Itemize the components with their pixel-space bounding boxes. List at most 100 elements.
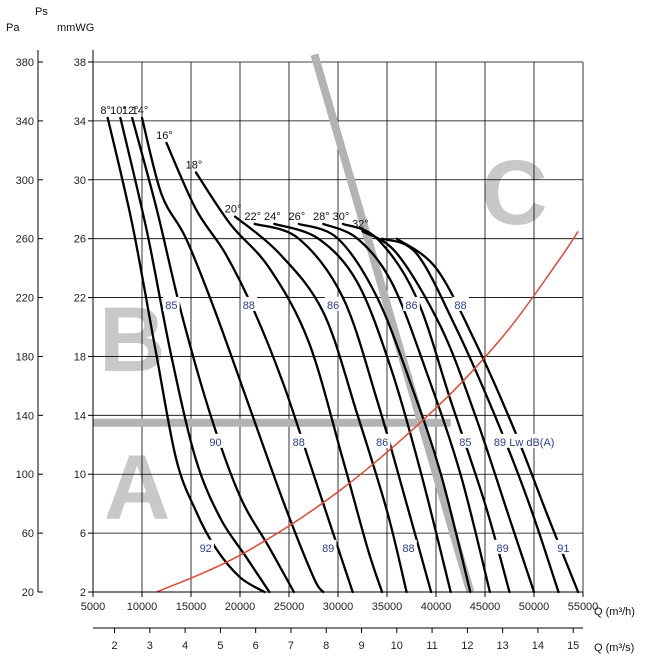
x-tick-label-m3s: 8: [323, 640, 329, 652]
blade-angle-label: 14°: [132, 105, 149, 117]
x-tick-label-m3s: 6: [253, 640, 259, 652]
x-tick-label-m3s: 4: [182, 640, 188, 652]
x-tick-label-m3s: 11: [426, 640, 437, 652]
blade-angle-label: 30°: [333, 211, 350, 223]
db-label-bg: [457, 433, 474, 448]
db-label: 88: [454, 300, 466, 312]
blade-angle-curves: 8° 10°12°14° 16° 18° 20°22° 24° 26° 28° 30°32°: [100, 105, 580, 594]
db-label-bg: [403, 296, 420, 311]
y-tick-label-pa: 180: [16, 351, 34, 363]
x-tick-label-m3h: 45000: [470, 601, 501, 613]
zone-boundary-layer: [93, 53, 475, 594]
blade-angle-label: 8°: [100, 105, 111, 117]
x-tick-label-m3s: 5: [217, 640, 223, 652]
axes-layer: 2610141822263034382060100140180220260300…: [16, 50, 599, 652]
y-tick-label-mmwg: 26: [74, 234, 86, 246]
db-label: 88: [243, 300, 255, 312]
zone-label-c: C: [481, 142, 547, 244]
y-axis-label-mmwg: mmWG: [57, 22, 94, 34]
blade-curve: [119, 116, 271, 594]
system-curve-layer: [156, 230, 579, 593]
x-tick-label-m3h: 25000: [274, 601, 305, 613]
y-tick-label-pa: 20: [22, 587, 34, 599]
x-axis-label-m3s: Q (m³/s): [594, 642, 634, 654]
db-label: 92: [200, 543, 212, 555]
db-label-bg: [319, 539, 337, 554]
y-tick-label-mmwg: 6: [80, 528, 86, 540]
blade-curve: [194, 171, 384, 594]
db-label: 89: [497, 543, 509, 555]
blade-curve: [253, 222, 433, 594]
y-tick-label-mmwg: 38: [74, 57, 86, 69]
zone-layer: AB C: [99, 142, 548, 538]
db-label-bg: [240, 296, 258, 311]
blade-curve: [140, 116, 325, 594]
y-tick-label-pa: 100: [16, 469, 34, 481]
blade-angle-label: 18°: [186, 159, 203, 171]
x-tick-label-m3h: 35000: [372, 601, 403, 613]
y-tick-label-mmwg: 10: [74, 469, 86, 481]
blade-angle-label: 10°: [110, 105, 127, 117]
x-tick-label-m3h: 40000: [421, 601, 452, 613]
y-tick-label-pa: 260: [16, 234, 34, 246]
x-tick-label-m3s: 10: [391, 640, 403, 652]
db-label-bg: [290, 433, 308, 448]
y-tick-label-pa: 300: [16, 175, 34, 187]
blade-curve: [131, 116, 296, 594]
blade-curve: [361, 230, 536, 594]
x-tick-label-m3h: 55000: [568, 601, 599, 613]
db-label: 91: [557, 543, 569, 555]
x-tick-label-m3s: 13: [497, 640, 509, 652]
x-axis-label-m3h: Q (m³/h): [594, 606, 635, 618]
blade-curve: [165, 141, 354, 594]
blade-angle-label: 24°: [264, 211, 281, 223]
db-label: 90: [209, 437, 221, 449]
blade-curve: [380, 237, 560, 594]
x-tick-label-m3s: 15: [567, 640, 579, 652]
blade-angle-label: 28°: [313, 211, 330, 223]
zone-boundary-diagonal: [310, 53, 475, 594]
db-label-bg: [494, 539, 511, 554]
x-tick-label-m3h: 5000: [81, 601, 105, 613]
blade-angle-label: 22°: [244, 211, 261, 223]
x-tick-label-m3h: 50000: [519, 601, 550, 613]
db-label-bg: [163, 296, 180, 311]
db-label-layer: 85 88 86 86 88 90 88 86 85 89 Lw dB(A) 92 89 88 89 91: [163, 296, 572, 555]
blade-curve: [297, 222, 472, 594]
blade-angle-label: 20°: [225, 204, 242, 216]
y-tick-label-mmwg: 30: [74, 175, 86, 187]
db-label-bg: [324, 296, 342, 311]
y-tick-label-pa: 340: [16, 116, 34, 128]
db-label: 89 Lw dB(A): [494, 437, 555, 449]
y-tick-label-mmwg: 22: [74, 293, 86, 305]
blade-curve: [106, 116, 266, 594]
blade-curve: [395, 237, 580, 594]
blade-angle-label: 32°: [352, 218, 369, 230]
zone-label-a: A: [104, 436, 170, 538]
x-tick-label-m3s: 7: [288, 640, 294, 652]
y-axis-label-pa: Pa: [6, 22, 20, 34]
x-tick-label-m3s: 12: [461, 640, 473, 652]
zone-label-b: B: [99, 289, 165, 391]
db-label-bg: [207, 433, 224, 448]
db-label: 88: [293, 437, 305, 449]
x-tick-label-m3s: 14: [532, 640, 544, 652]
db-label: 86: [376, 437, 388, 449]
db-label-bg: [487, 433, 561, 448]
db-label: 88: [402, 543, 414, 555]
x-tick-label-m3s: 2: [111, 640, 117, 652]
blade-curve: [273, 222, 452, 594]
db-label-bg: [373, 433, 391, 448]
blade-curve: [322, 222, 492, 594]
y-axis-label-ps: Ps: [35, 6, 48, 18]
x-tick-label-m3h: 15000: [176, 601, 207, 613]
db-label: 85: [459, 437, 471, 449]
y-tick-label-pa: 220: [16, 293, 34, 305]
x-tick-label-m3s: 9: [358, 640, 364, 652]
x-tick-label-m3h: 10000: [127, 601, 158, 613]
db-label-bg: [197, 539, 214, 554]
db-label: 86: [405, 300, 417, 312]
y-tick-label-mmwg: 34: [74, 116, 86, 128]
blade-curve: [233, 215, 408, 594]
blade-angle-label: 26°: [288, 211, 305, 223]
